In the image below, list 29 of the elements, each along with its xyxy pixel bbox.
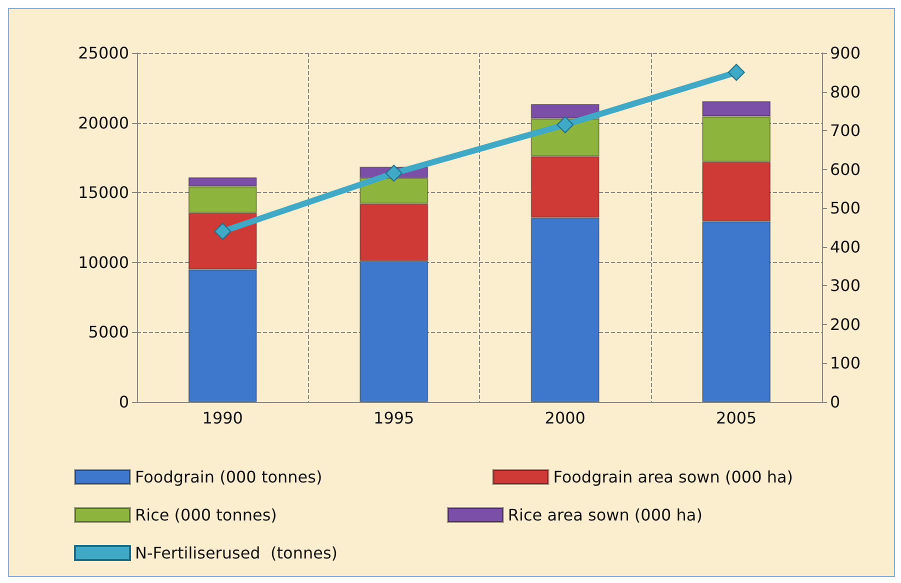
legend-label: Rice area sown (000 ha): [508, 506, 702, 524]
point: [214, 222, 232, 240]
y2-tick-label: 0: [830, 392, 840, 412]
point: [728, 64, 745, 81]
y2-tick-label: 900: [830, 44, 861, 62]
y-tick-label: 15000: [78, 183, 129, 202]
legend-label: N-Fertiliserused (tonnes): [135, 544, 338, 562]
legend-label: Foodgrain area sown (000 ha): [553, 468, 794, 486]
x-tick-label: 2005: [716, 408, 757, 428]
y2-tick-label: 300: [830, 276, 861, 296]
y-tick-label: 25000: [78, 44, 129, 62]
y2-tick-label: 800: [830, 82, 861, 102]
y2-tick-label: 200: [830, 314, 861, 334]
y-tick-label: 10000: [78, 252, 129, 272]
x-tick-label: 1995: [374, 408, 414, 428]
point: [385, 164, 402, 182]
x-tick-label: 1990: [202, 408, 243, 428]
x-tick-label: 2000: [544, 408, 586, 428]
legend-label: Foodgrain (000 tonnes): [135, 468, 322, 486]
y2-tick-label: 400: [830, 237, 861, 256]
y-tick-label: 20000: [78, 113, 129, 132]
y-tick-label: 0: [118, 392, 129, 412]
y2-tick-label: 500: [830, 198, 861, 218]
y2-tick-label: 600: [830, 160, 861, 179]
y-tick-label: 5000: [88, 322, 129, 342]
y2-tick-label: 100: [830, 354, 861, 373]
y2-tick-label: 700: [830, 121, 861, 140]
legend-label: Rice (000 tonnes): [135, 506, 277, 524]
point: [556, 116, 574, 134]
